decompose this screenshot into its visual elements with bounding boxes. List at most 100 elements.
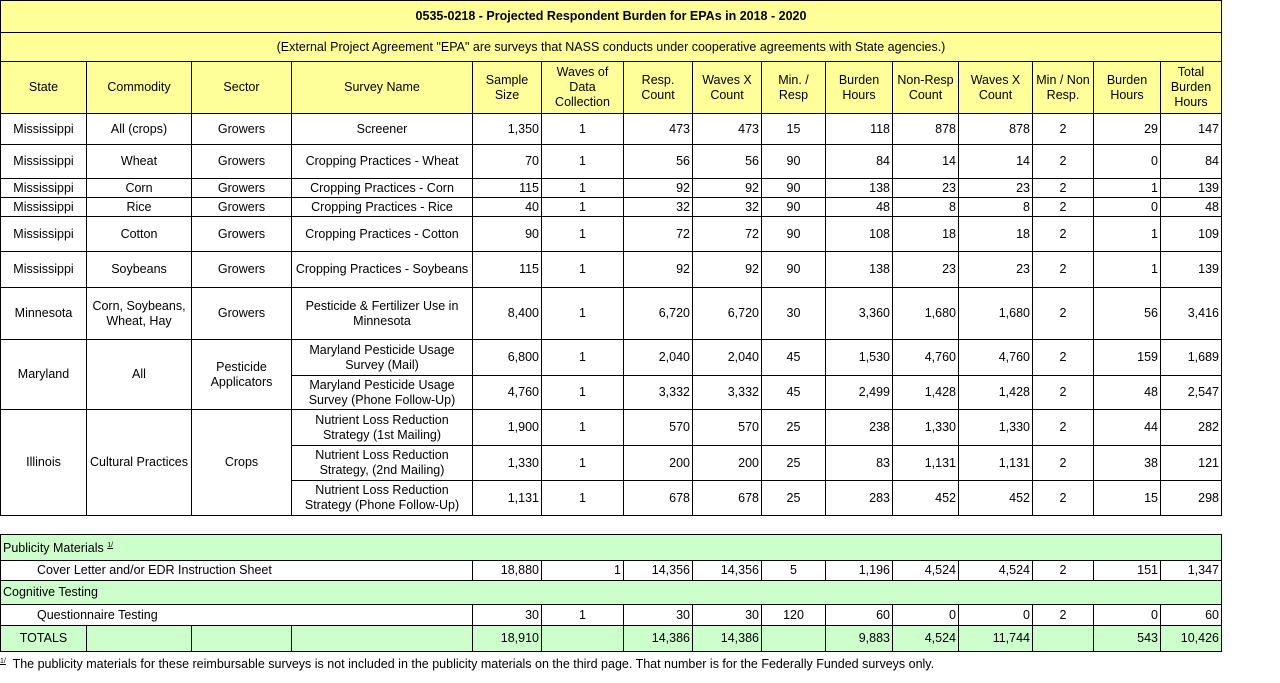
value-cell: 1 bbox=[541, 409, 624, 446]
column-header: Waves X Count bbox=[692, 61, 762, 114]
value-cell: 115 bbox=[472, 251, 542, 288]
value-cell: 84 bbox=[825, 144, 893, 179]
total-value-cell: 543 bbox=[1093, 625, 1161, 652]
value-cell: 4,524 bbox=[892, 560, 959, 581]
value-cell: 200 bbox=[692, 445, 762, 481]
value-cell: 90 bbox=[761, 251, 826, 288]
column-header: Survey Name bbox=[291, 61, 473, 114]
section-label-text: Publicity Materials bbox=[3, 541, 104, 556]
value-cell: 14 bbox=[958, 144, 1033, 179]
table-row: Minnesota Corn, Soybeans, Wheat, Hay Growe… bbox=[0, 287, 1222, 340]
table-row: Nutrient Loss Reduction Strategy, (2nd M… bbox=[1, 445, 1222, 481]
value-cell: 2 bbox=[1032, 178, 1094, 198]
value-cell: 23 bbox=[958, 251, 1033, 288]
value-cell: 90 bbox=[761, 144, 826, 179]
table-row: Mississippi Wheat Growers Cropping Practice… bbox=[0, 144, 1222, 179]
value-cell: 92 bbox=[692, 251, 762, 288]
value-cell: 44 bbox=[1093, 409, 1161, 446]
value-cell: 1,330 bbox=[892, 409, 959, 446]
commodity-cell: Corn bbox=[86, 178, 192, 198]
value-cell: 6,800 bbox=[472, 339, 542, 376]
value-cell: 56 bbox=[623, 144, 693, 179]
sector-cell: Growers bbox=[191, 113, 292, 145]
value-cell: 151 bbox=[1093, 560, 1161, 581]
column-header: Burden Hours bbox=[1093, 61, 1161, 114]
value-cell: 1 bbox=[541, 445, 624, 481]
survey-name-cell: Cropping Practices - Soybeans bbox=[291, 251, 473, 288]
value-cell: 6,720 bbox=[692, 287, 762, 340]
state-cell: Illinois bbox=[0, 409, 87, 516]
value-cell: 1,347 bbox=[1160, 560, 1222, 581]
value-cell: 38 bbox=[1093, 445, 1161, 481]
value-cell: 2 bbox=[1032, 287, 1094, 340]
empty-cell bbox=[291, 625, 473, 652]
value-cell: 2 bbox=[1032, 375, 1094, 410]
sector-cell: Growers bbox=[191, 251, 292, 288]
table-row: Questionnaire Testing 30 1 30 30 120 60 0 0 2 0 60 bbox=[0, 604, 1222, 626]
table-title: 0535-0218 - Projected Respondent Burden … bbox=[0, 0, 1222, 33]
empty-cell bbox=[86, 625, 192, 652]
value-cell: 473 bbox=[623, 113, 693, 145]
value-cell: 121 bbox=[1160, 445, 1222, 481]
value-cell: 30 bbox=[692, 604, 762, 626]
value-cell: 15 bbox=[1093, 480, 1161, 516]
column-header: Waves of Data Collection bbox=[541, 61, 624, 114]
value-cell: 1,428 bbox=[958, 375, 1033, 410]
burden-table: 0535-0218 - Projected Respondent Burden … bbox=[0, 0, 1222, 516]
value-cell: 48 bbox=[1093, 375, 1161, 410]
value-cell: 25 bbox=[761, 480, 826, 516]
value-cell: 2 bbox=[1032, 251, 1094, 288]
value-cell: 878 bbox=[892, 113, 959, 145]
value-cell: 48 bbox=[825, 197, 893, 217]
value-cell: 60 bbox=[825, 604, 893, 626]
value-cell: 1,530 bbox=[825, 339, 893, 376]
value-cell: 1 bbox=[541, 375, 624, 410]
value-cell: 14 bbox=[892, 144, 959, 179]
column-header: Sector bbox=[191, 61, 292, 114]
state-cell: Mississippi bbox=[0, 178, 87, 198]
value-cell: 8,400 bbox=[472, 287, 542, 340]
value-cell: 1 bbox=[541, 113, 624, 145]
value-cell: 452 bbox=[892, 480, 959, 516]
value-cell: 30 bbox=[761, 287, 826, 340]
value-cell: 139 bbox=[1160, 251, 1222, 288]
value-cell: 282 bbox=[1160, 409, 1222, 446]
value-cell: 3,416 bbox=[1160, 287, 1222, 340]
value-cell: 1 bbox=[541, 287, 624, 340]
value-cell: 1,131 bbox=[958, 445, 1033, 481]
value-cell: 18 bbox=[958, 216, 1033, 252]
value-cell: 118 bbox=[825, 113, 893, 145]
value-cell: 23 bbox=[892, 251, 959, 288]
value-cell: 1,428 bbox=[892, 375, 959, 410]
value-cell: 1 bbox=[541, 560, 624, 581]
section-label: Publicity Materials 1/ bbox=[0, 534, 1222, 561]
value-cell: 60 bbox=[1160, 604, 1222, 626]
value-cell: 473 bbox=[692, 113, 762, 145]
value-cell: 4,524 bbox=[958, 560, 1033, 581]
value-cell: 147 bbox=[1160, 113, 1222, 145]
value-cell: 2 bbox=[1032, 560, 1094, 581]
value-cell: 18 bbox=[892, 216, 959, 252]
column-header: Sample Size bbox=[472, 61, 542, 114]
survey-name-cell: Maryland Pesticide Usage Survey (Phone F… bbox=[291, 375, 473, 410]
survey-name-cell: Cropping Practices - Wheat bbox=[291, 144, 473, 179]
table-row: Mississippi Cotton Growers Cropping Practic… bbox=[0, 216, 1222, 252]
value-cell: 2 bbox=[1032, 604, 1094, 626]
summary-table: Publicity Materials 1/Cover Letter and/o… bbox=[0, 534, 1222, 652]
state-cell: Mississippi bbox=[0, 197, 87, 217]
column-header: State bbox=[0, 61, 87, 114]
survey-name-cell: Nutrient Loss Reduction Strategy (1st Ma… bbox=[291, 409, 473, 446]
total-value-cell bbox=[541, 625, 624, 652]
value-cell: 1 bbox=[1093, 251, 1161, 288]
value-cell: 32 bbox=[623, 197, 693, 217]
value-cell: 40 bbox=[472, 197, 542, 217]
value-cell: 23 bbox=[958, 178, 1033, 198]
value-cell: 4,760 bbox=[892, 339, 959, 376]
value-cell: 1 bbox=[541, 604, 624, 626]
value-cell: 2,499 bbox=[825, 375, 893, 410]
value-cell: 3,360 bbox=[825, 287, 893, 340]
value-cell: 138 bbox=[825, 178, 893, 198]
value-cell: 109 bbox=[1160, 216, 1222, 252]
commodity-cell: Rice bbox=[86, 197, 192, 217]
section-label-text: Cognitive Testing bbox=[3, 585, 98, 599]
